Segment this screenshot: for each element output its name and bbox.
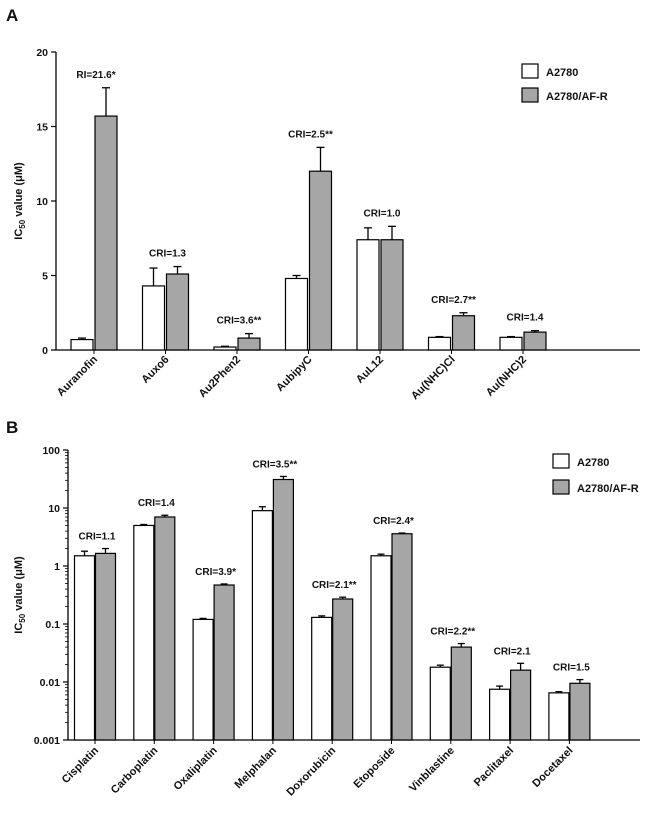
panel-b-y-axis-label: IC50 value (μM) bbox=[13, 556, 27, 634]
panel-a-annotation: CRI=1.0 bbox=[364, 208, 401, 219]
panel-a-bar-a2780 bbox=[427, 336, 452, 351]
panel-b-category-label: Cisplatin bbox=[60, 744, 102, 786]
panel-b-bar-a2780-af-r bbox=[332, 598, 354, 741]
panel-b-annotation: CRI=2.2** bbox=[430, 627, 475, 638]
panel-a-category-label: Auxo6 bbox=[139, 354, 171, 386]
panel-a-legend-label: A2780 bbox=[546, 67, 578, 79]
panel-a-y-tick-label: 20 bbox=[36, 47, 48, 59]
panel-a-category-label: AuL12 bbox=[354, 354, 386, 386]
panel-b-bar-a2780 bbox=[370, 555, 392, 741]
panel-b-annotation: CRI=2.4* bbox=[373, 516, 414, 527]
panel-a-y-tick-label: 15 bbox=[36, 122, 48, 134]
panel-b-legend-swatch bbox=[552, 479, 570, 495]
panel-b-bar-a2780-af-r bbox=[272, 478, 294, 741]
panel-b-legend-swatch bbox=[552, 453, 570, 469]
panel-a-y-tick-label: 5 bbox=[42, 271, 48, 283]
panel-b-bar-a2780 bbox=[311, 616, 333, 741]
panel-b-annotation: CRI=1.1 bbox=[79, 532, 116, 543]
panel-a-annotation: CRI=2.5** bbox=[288, 129, 333, 140]
panel-b-bar-a2780 bbox=[548, 692, 570, 741]
panel-a-category-label: Au(NHC)Cl bbox=[409, 354, 458, 403]
panel-a-category-label: Auranofin bbox=[55, 353, 100, 398]
panel-b-bar-a2780-af-r bbox=[450, 646, 472, 741]
panel-a-category-label: Au(NHC)2 bbox=[484, 354, 529, 399]
panel-a-bar-a2780 bbox=[70, 338, 94, 351]
panel-b-category-label: Docetaxel bbox=[530, 745, 575, 790]
panel-b-bar-a2780 bbox=[192, 618, 214, 741]
panel-a-annotation: CRI=3.6** bbox=[217, 316, 262, 327]
panel-a-letter: A bbox=[6, 6, 18, 25]
panel-a-y-axis-label: IC50 value (μM) bbox=[13, 162, 27, 240]
panel-b-category-label: Vinblastine bbox=[407, 745, 457, 795]
panel-b-y-tick-label: 0.1 bbox=[45, 619, 60, 631]
panel-a-annotation: CRI=1.3 bbox=[149, 249, 186, 260]
panel-a-bar-a2780 bbox=[284, 277, 309, 351]
panel-a-bar-a2780-af-r bbox=[380, 239, 404, 351]
panel-b-y-tick-label: 10 bbox=[48, 503, 60, 515]
panel-a-y-tick-label: 0 bbox=[42, 345, 48, 357]
panel-a-legend-swatch bbox=[521, 63, 539, 79]
panel-b-annotation: CRI=3.9* bbox=[195, 567, 236, 578]
panel-b-y-tick-label: 1 bbox=[54, 561, 60, 573]
panel-a-bar-a2780-af-r bbox=[237, 337, 261, 351]
panel-b-category-label: Carboplatin bbox=[109, 744, 161, 796]
panel-b-annotation: CRI=2.1 bbox=[494, 646, 531, 657]
panel-b-bar-a2780 bbox=[251, 510, 273, 741]
panel-b-y-tick-label: 100 bbox=[42, 445, 60, 457]
panel-b-bar-a2780 bbox=[429, 666, 451, 741]
panel-b-y-tick-label: 0.001 bbox=[34, 735, 60, 747]
panel-a-annotation: RI=21.6* bbox=[76, 70, 115, 81]
panel-b-category-label: Melphalan bbox=[232, 744, 279, 791]
panel-b-legend-label: A2780 bbox=[577, 457, 609, 469]
panel-b-category-label: Etoposide bbox=[352, 745, 398, 791]
panel-a-category-label: Au2Phen2 bbox=[197, 354, 244, 401]
panel-b-bar-a2780-af-r bbox=[391, 533, 413, 741]
panel-a-bar-a2780 bbox=[499, 336, 523, 351]
panel-b-annotation: CRI=1.4 bbox=[138, 498, 175, 509]
panel-b-bar-a2780-af-r bbox=[510, 669, 532, 741]
panel-a-bar-a2780 bbox=[356, 239, 380, 351]
panel-b-chart: 0.001 0.01 0.1 1 10 100 IC50 value (μM) CRI=1.1… bbox=[13, 445, 640, 798]
panel-b-bar-a2780 bbox=[133, 524, 155, 741]
panel-b-annotation: CRI=3.5** bbox=[253, 459, 298, 470]
panel-a-chart: 0 5 10 15 20 IC50 value (μM) RI=21.6* Auranofin… bbox=[13, 47, 640, 402]
panel-b-bar-a2780-af-r bbox=[569, 682, 591, 741]
panel-a-bar-a2780-af-r bbox=[523, 331, 547, 351]
panel-b-bar-a2780 bbox=[489, 688, 511, 741]
panel-b-annotation: CRI=2.1** bbox=[312, 580, 357, 591]
panel-b-annotation: CRI=1.5 bbox=[553, 663, 590, 674]
panel-a-annotation: CRI=2.7** bbox=[431, 295, 476, 306]
panel-b-y-tick-label: 0.01 bbox=[40, 677, 61, 689]
panel-b-category-label: Oxaliplatin bbox=[171, 744, 219, 792]
panel-a-bar-a2780-af-r bbox=[308, 170, 333, 351]
panel-a-bar-a2780 bbox=[141, 285, 166, 351]
panel-a-legend-label: A2780/AF-R bbox=[546, 91, 608, 103]
panel-b-bar-a2780 bbox=[73, 555, 96, 741]
panel-b-letter: B bbox=[6, 418, 18, 437]
panel-b-bar-a2780-af-r bbox=[213, 584, 235, 741]
panel-a-bar-a2780 bbox=[213, 346, 237, 351]
panel-a-legend-swatch bbox=[521, 87, 539, 103]
panel-b-bar-a2780-af-r bbox=[94, 552, 117, 741]
panel-a-bar-a2780-af-r bbox=[94, 115, 118, 351]
panel-a-category-label: AubipyC bbox=[274, 354, 314, 394]
panel-a-y-tick-label: 10 bbox=[36, 196, 48, 208]
panel-a-bar-a2780-af-r bbox=[165, 273, 190, 351]
panel-b-category-label: Doxorubicin bbox=[284, 744, 338, 798]
panel-b-legend-label: A2780/AF-R bbox=[577, 483, 639, 495]
panel-b-bar-a2780-af-r bbox=[154, 516, 176, 741]
panel-b-category-label: Paclitaxel bbox=[472, 745, 516, 789]
panel-a-bar-a2780-af-r bbox=[451, 315, 476, 351]
panel-a-annotation: CRI=1.4 bbox=[507, 313, 544, 324]
